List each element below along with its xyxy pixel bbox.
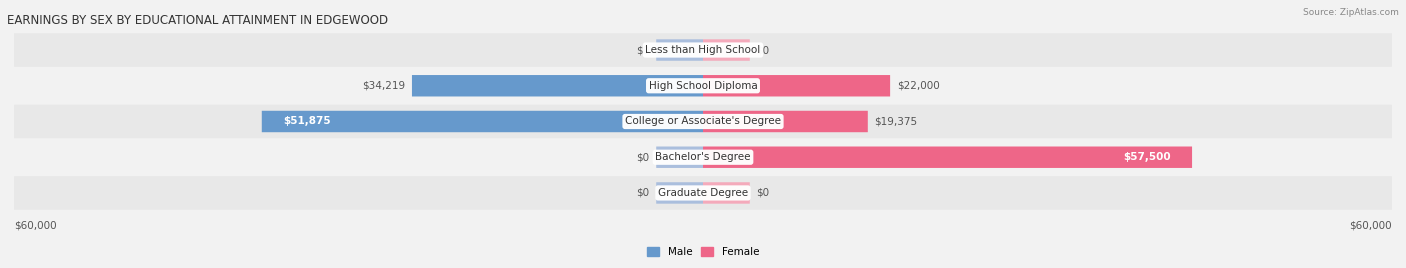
Text: $57,500: $57,500 xyxy=(1123,152,1171,162)
FancyBboxPatch shape xyxy=(14,176,1392,210)
Text: $51,875: $51,875 xyxy=(283,117,330,126)
Text: Bachelor's Degree: Bachelor's Degree xyxy=(655,152,751,162)
FancyBboxPatch shape xyxy=(703,182,749,204)
FancyBboxPatch shape xyxy=(657,147,703,168)
Text: High School Diploma: High School Diploma xyxy=(648,81,758,91)
Text: Less than High School: Less than High School xyxy=(645,45,761,55)
Text: $0: $0 xyxy=(756,45,769,55)
Text: $60,000: $60,000 xyxy=(14,220,56,230)
Text: EARNINGS BY SEX BY EDUCATIONAL ATTAINMENT IN EDGEWOOD: EARNINGS BY SEX BY EDUCATIONAL ATTAINMEN… xyxy=(7,14,388,27)
Text: College or Associate's Degree: College or Associate's Degree xyxy=(626,117,780,126)
FancyBboxPatch shape xyxy=(703,147,1192,168)
FancyBboxPatch shape xyxy=(657,39,703,61)
Text: $0: $0 xyxy=(637,152,650,162)
Text: $19,375: $19,375 xyxy=(875,117,918,126)
Text: $0: $0 xyxy=(637,188,650,198)
FancyBboxPatch shape xyxy=(703,39,749,61)
Text: $60,000: $60,000 xyxy=(1350,220,1392,230)
Text: Graduate Degree: Graduate Degree xyxy=(658,188,748,198)
Text: Source: ZipAtlas.com: Source: ZipAtlas.com xyxy=(1303,8,1399,17)
FancyBboxPatch shape xyxy=(657,182,703,204)
FancyBboxPatch shape xyxy=(262,111,703,132)
FancyBboxPatch shape xyxy=(14,33,1392,67)
Text: $0: $0 xyxy=(756,188,769,198)
FancyBboxPatch shape xyxy=(703,111,868,132)
FancyBboxPatch shape xyxy=(14,69,1392,103)
FancyBboxPatch shape xyxy=(14,105,1392,138)
FancyBboxPatch shape xyxy=(14,140,1392,174)
Legend: Male, Female: Male, Female xyxy=(643,243,763,262)
Text: $0: $0 xyxy=(637,45,650,55)
Text: $34,219: $34,219 xyxy=(361,81,405,91)
FancyBboxPatch shape xyxy=(703,75,890,96)
Text: $22,000: $22,000 xyxy=(897,81,939,91)
FancyBboxPatch shape xyxy=(412,75,703,96)
